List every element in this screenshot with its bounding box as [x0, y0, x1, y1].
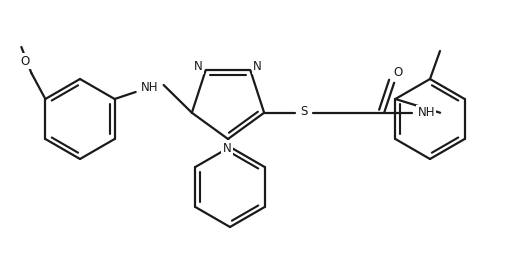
- Text: NH: NH: [140, 81, 158, 93]
- Text: N: N: [252, 60, 261, 73]
- Text: O: O: [393, 66, 402, 79]
- Text: N: N: [194, 60, 203, 73]
- Text: S: S: [300, 105, 307, 118]
- Text: N: N: [222, 141, 231, 155]
- Text: O: O: [21, 54, 30, 68]
- Text: NH: NH: [417, 106, 434, 119]
